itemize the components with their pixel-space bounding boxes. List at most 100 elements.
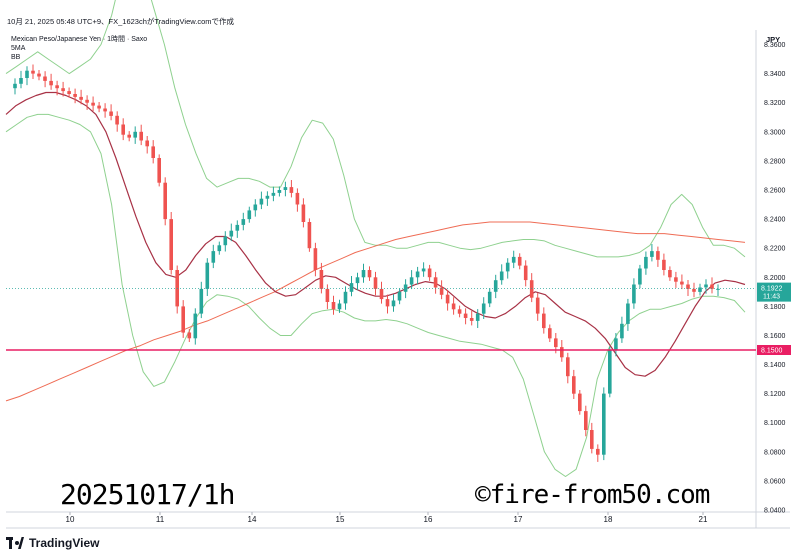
candle-body <box>554 338 558 348</box>
candle-body <box>656 251 660 260</box>
y-tick-label: 8.1400 <box>764 362 786 369</box>
candle-body <box>61 88 65 92</box>
y-tick-label: 8.2600 <box>764 188 786 195</box>
candle-body <box>157 158 161 183</box>
price-axis: 8.3600 8.3400 8.3200 8.3000 8.2800 8.2600 8.24… <box>764 42 786 514</box>
candle-body <box>674 277 678 282</box>
candle-body <box>433 277 438 288</box>
caption-site: ©fire-from50.com <box>475 480 710 510</box>
candle-body <box>337 303 342 310</box>
candle-body <box>235 224 240 231</box>
candle-body <box>229 230 234 237</box>
candle-body <box>481 303 486 314</box>
candle-body <box>523 265 528 281</box>
candle-body <box>43 76 47 81</box>
candle-body <box>277 190 282 193</box>
candle-body <box>397 291 402 301</box>
chart-grid <box>6 30 790 529</box>
chart-header-info: 10月 21, 2025 05:48 UTC+9、FX_1623chがTradi… <box>7 17 234 26</box>
y-tick-label: 8.1000 <box>764 420 786 427</box>
candle-body <box>37 73 41 77</box>
candle-body <box>686 284 690 289</box>
y-tick-label: 8.0400 <box>764 508 786 515</box>
x-tick-label: 10 <box>66 515 75 524</box>
candle-body <box>13 83 17 89</box>
candle-body <box>614 338 618 350</box>
candle-body <box>259 198 264 205</box>
candle-body <box>253 204 258 211</box>
candle-body <box>427 268 432 278</box>
y-tick-label: 8.2400 <box>764 217 786 224</box>
caption-date: 20251017/1h <box>60 478 235 511</box>
candle-body <box>241 219 246 225</box>
last-price-tag <box>757 282 791 302</box>
candle-body <box>205 262 210 289</box>
y-tick-label: 8.0800 <box>764 449 786 456</box>
candle-body <box>385 299 390 307</box>
candle-body <box>517 256 522 266</box>
candle-body <box>391 300 396 307</box>
indicator-5ma[interactable]: 5MA <box>11 45 26 52</box>
candle-body <box>79 96 83 100</box>
candle-body <box>103 108 107 112</box>
candle-body <box>493 280 498 292</box>
candle-body <box>223 236 228 246</box>
candle-body <box>608 350 612 394</box>
level-price-text: 8.1500 <box>761 348 783 355</box>
candle-body <box>650 251 654 257</box>
candle-body <box>247 210 252 220</box>
candle-body <box>319 270 324 289</box>
bollinger-bands <box>5 0 746 477</box>
y-tick-label: 8.2800 <box>764 158 786 165</box>
candle-body <box>91 102 95 106</box>
candle-body <box>193 313 198 339</box>
ma-short-line-path <box>5 91 746 377</box>
candle-body <box>151 146 155 158</box>
candle-body <box>313 248 318 270</box>
candle-body <box>463 313 468 318</box>
symbol-title[interactable]: Mexican Peso/Japanese Yen · 1時間 · Saxo <box>11 36 148 43</box>
candle-body <box>403 284 408 292</box>
candle-body <box>644 256 648 269</box>
bar-countdown-text: 11:43 <box>763 294 780 301</box>
candle-body <box>25 70 29 78</box>
indicator-bb[interactable]: BB <box>11 54 21 61</box>
candle-body <box>487 291 492 304</box>
candle-body <box>596 448 600 455</box>
candle-body <box>535 297 540 314</box>
candle-body <box>704 284 708 288</box>
candle-body <box>31 70 35 74</box>
candle-body <box>409 277 414 285</box>
tradingview-brand: TradingView <box>29 536 100 550</box>
x-tick-label: 14 <box>248 515 257 524</box>
candle-body <box>67 91 71 94</box>
candle-body <box>349 283 354 292</box>
candle-body <box>572 376 576 394</box>
candle-body <box>373 277 378 289</box>
currency-label: JPY <box>766 35 781 44</box>
tradingview-logo[interactable]: TradingView <box>6 536 99 550</box>
candle-body <box>175 270 179 307</box>
y-tick-label: 8.3600 <box>764 42 786 49</box>
candle-body <box>133 131 137 138</box>
candle-body <box>325 288 330 302</box>
y-tick-label: 8.2200 <box>764 246 786 253</box>
candle-body <box>698 287 702 292</box>
candle-body <box>361 270 366 278</box>
y-tick-label: 8.1200 <box>764 391 786 398</box>
y-tick-label: 8.3000 <box>764 129 786 136</box>
y-tick-label: 8.3400 <box>764 71 786 78</box>
x-tick-label: 16 <box>424 515 433 524</box>
candle-body <box>638 268 642 285</box>
candle-body <box>355 277 360 284</box>
y-tick-label: 8.2000 <box>764 275 786 282</box>
candle-body <box>169 219 173 270</box>
y-tick-label: 8.1800 <box>764 304 786 311</box>
candle-body <box>271 192 276 196</box>
candle-body <box>620 323 624 339</box>
y-tick-label: 8.1600 <box>764 333 786 340</box>
candle-body <box>457 309 462 314</box>
candle-body <box>181 306 185 333</box>
candle-body <box>121 124 125 135</box>
